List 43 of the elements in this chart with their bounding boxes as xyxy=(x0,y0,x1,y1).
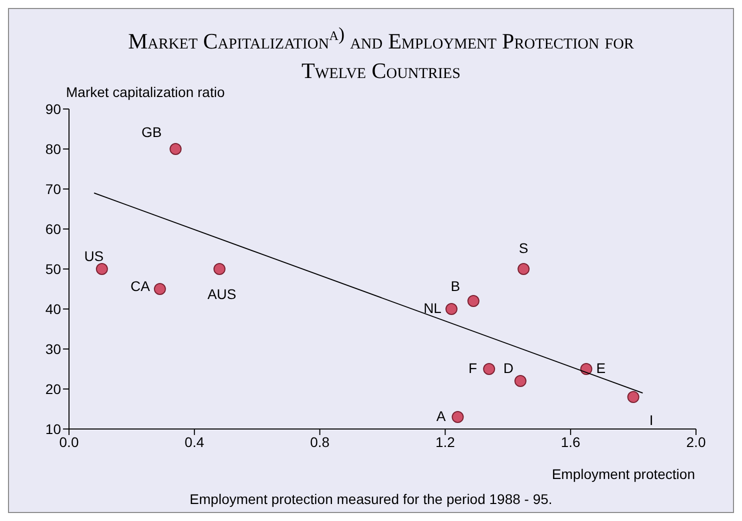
point xyxy=(96,263,108,275)
y-tick-label: 50 xyxy=(45,260,62,277)
point xyxy=(154,283,166,295)
annotation: S xyxy=(518,240,528,256)
annotation: E xyxy=(596,360,606,376)
point xyxy=(483,363,496,375)
point xyxy=(518,263,530,275)
annotation: D xyxy=(503,360,514,376)
annotation: F xyxy=(468,360,478,376)
annotation: AUS xyxy=(207,286,236,302)
y-tick-label: 60 xyxy=(45,220,62,237)
y-tick-label: 70 xyxy=(45,180,62,197)
x-tick-label: 0.4 xyxy=(184,434,204,450)
x-tick-label: 2.0 xyxy=(686,434,706,450)
point xyxy=(580,363,592,375)
annotation: GB xyxy=(141,124,162,140)
point xyxy=(170,143,182,155)
point xyxy=(514,375,526,387)
annotation: CA xyxy=(130,278,151,294)
y-tick-label: 90 xyxy=(45,100,62,117)
y-tick-label: 40 xyxy=(45,300,62,317)
point xyxy=(213,263,226,275)
y-tick-label: 10 xyxy=(45,420,62,437)
point xyxy=(467,295,480,307)
y-tick-label: 80 xyxy=(45,140,62,157)
point xyxy=(445,303,458,315)
point xyxy=(627,391,640,403)
x-tick-label: 0.8 xyxy=(310,434,330,450)
x-axis-title: Employment protection xyxy=(552,466,695,482)
annotation: B xyxy=(450,278,460,294)
text: Employment protection measured for the period 1988 - 95. xyxy=(188,491,554,507)
x-tick-label: 0.0 xyxy=(59,434,79,450)
point xyxy=(452,411,464,423)
x-tick-label: 1.2 xyxy=(435,434,456,450)
annotation: NL xyxy=(424,300,442,316)
y-axis-title: Market capitalization ratio xyxy=(66,84,225,100)
y-tick-label: 20 xyxy=(45,380,62,397)
annotation: A xyxy=(436,408,446,424)
annotation: I xyxy=(649,412,654,428)
chart-title: Market Capitalization$^{a)}$ and Employment Protection for Twelve Countries xyxy=(128,24,634,84)
annotation: US xyxy=(84,248,104,264)
y-tick-label: 30 xyxy=(45,340,62,357)
x-tick-label: 1.6 xyxy=(560,434,581,450)
